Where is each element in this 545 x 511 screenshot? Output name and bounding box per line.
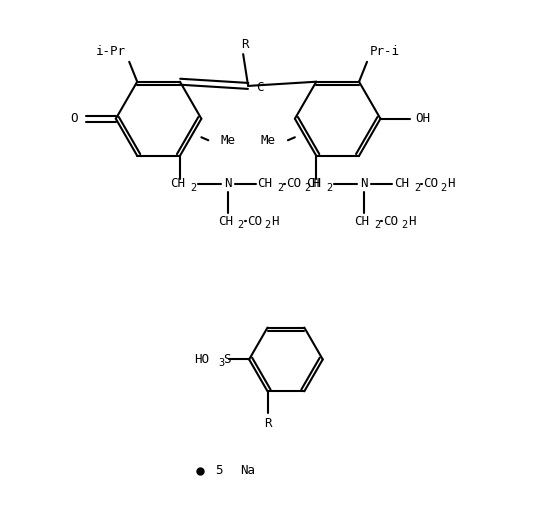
Text: H: H	[408, 215, 415, 228]
Text: CH: CH	[306, 177, 322, 190]
Text: OH: OH	[415, 112, 430, 125]
Text: H: H	[447, 177, 455, 190]
Text: CO: CO	[247, 215, 262, 228]
Text: 2: 2	[374, 220, 380, 230]
Text: Na: Na	[240, 464, 255, 477]
Text: N: N	[224, 177, 232, 190]
Text: R: R	[241, 38, 249, 51]
Text: N: N	[360, 177, 368, 190]
Text: S: S	[223, 353, 230, 366]
Text: CO: CO	[287, 177, 301, 190]
Text: 5: 5	[215, 464, 223, 477]
Text: 2: 2	[190, 182, 196, 193]
Text: CH: CH	[218, 215, 233, 228]
Text: 2: 2	[264, 220, 271, 230]
Text: 3: 3	[218, 358, 224, 368]
Text: CO: CO	[423, 177, 438, 190]
Text: 2: 2	[326, 182, 332, 193]
Text: CH: CH	[354, 215, 369, 228]
Text: H: H	[311, 177, 319, 190]
Text: Me: Me	[220, 134, 235, 147]
Text: 2: 2	[238, 220, 244, 230]
Text: 2: 2	[277, 182, 284, 193]
Text: CO: CO	[383, 215, 398, 228]
Text: CH: CH	[394, 177, 409, 190]
Text: HO: HO	[195, 353, 209, 366]
Text: C: C	[256, 81, 264, 95]
Text: 2: 2	[414, 182, 420, 193]
Text: 2: 2	[441, 182, 447, 193]
Text: CH: CH	[170, 177, 185, 190]
Text: Me: Me	[261, 134, 276, 147]
Text: R: R	[264, 416, 271, 430]
Text: O: O	[70, 112, 78, 125]
Text: Pr-i: Pr-i	[370, 45, 400, 58]
Text: i-Pr: i-Pr	[96, 45, 126, 58]
Text: 2: 2	[304, 182, 311, 193]
Text: CH: CH	[258, 177, 272, 190]
Text: 2: 2	[401, 220, 407, 230]
Text: H: H	[271, 215, 279, 228]
